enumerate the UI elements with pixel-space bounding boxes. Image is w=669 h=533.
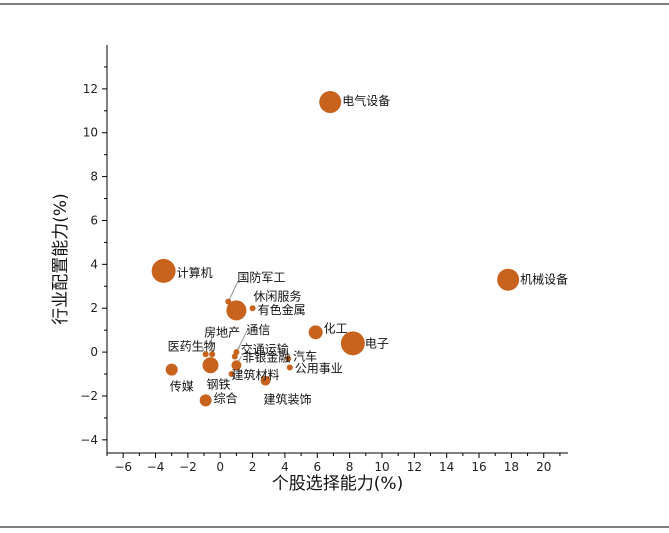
data-label: 综合 <box>214 390 238 405</box>
data-label: 房地产 <box>204 324 240 339</box>
data-label: 钢铁 <box>207 377 231 391</box>
data-point <box>151 258 176 283</box>
x-tick-label: 20 <box>536 460 551 474</box>
data-label: 医药生物 <box>168 339 216 353</box>
data-label: 建筑装饰 <box>264 392 312 407</box>
x-tick-label: 0 <box>216 460 224 474</box>
data-label: 建筑材料 <box>232 367 280 382</box>
y-tick-label: 4 <box>90 257 98 271</box>
x-tick-label: 16 <box>471 460 486 474</box>
data-label: 电子 <box>365 336 389 350</box>
x-tick-label: 12 <box>407 460 422 474</box>
data-label: 通信 <box>246 323 270 337</box>
data-point <box>209 351 216 358</box>
x-tick-label: 6 <box>313 460 321 474</box>
leader-line <box>210 331 213 355</box>
data-label: 公用事业 <box>295 361 343 375</box>
data-label: 有色金属 <box>258 302 306 317</box>
data-point <box>231 353 238 360</box>
data-point <box>260 375 271 386</box>
x-tick-label: −6 <box>114 460 132 474</box>
data-point <box>340 331 365 356</box>
data-point <box>199 394 212 407</box>
x-tick-label: 4 <box>281 460 289 474</box>
data-point <box>226 300 247 321</box>
y-tick-label: −4 <box>80 433 98 447</box>
top-rule <box>0 3 669 5</box>
data-label: 计算机 <box>177 265 213 280</box>
bottom-rule <box>0 526 669 528</box>
leader-line <box>235 327 249 353</box>
data-point <box>319 91 342 114</box>
data-point <box>286 364 293 371</box>
axes: −6 −4 −2 0 2 4 6 8 10 12 14 16 18 20 −4 −2 0 2 4 6 8 10 12 <box>80 45 568 474</box>
data-label: 汽车 <box>293 349 317 364</box>
x-tick-label: 18 <box>504 460 519 474</box>
data-label: 电气设备 <box>342 93 390 108</box>
leader-line <box>227 280 239 302</box>
y-tick-label: 6 <box>90 213 98 227</box>
data-label: 传媒 <box>170 379 194 394</box>
data-point <box>165 363 178 376</box>
data-label: 化工 <box>324 321 348 335</box>
data-point <box>228 371 235 378</box>
data-label: 国防军工 <box>237 270 285 285</box>
x-tick-label: −4 <box>147 460 165 474</box>
y-tick-label: 8 <box>90 170 98 184</box>
y-tick-label: 10 <box>83 126 98 140</box>
x-tick-label: 8 <box>346 460 354 474</box>
data-point <box>202 351 209 358</box>
data-label: 交通运输 <box>241 341 289 356</box>
y-tick-label: 0 <box>90 345 98 359</box>
y-tick-label: 12 <box>83 82 98 96</box>
data-label: 非银金融 <box>242 349 290 364</box>
data-label: 机械设备 <box>520 272 568 287</box>
data-point <box>202 357 219 374</box>
data-point <box>285 355 292 362</box>
y-tick-label: −2 <box>80 389 98 403</box>
x-tick-label: 2 <box>249 460 257 474</box>
x-tick-label: 14 <box>439 460 454 474</box>
data-point <box>249 305 256 312</box>
data-point <box>231 360 242 371</box>
x-tick-label: 10 <box>374 460 389 474</box>
x-axis-title: 个股选择能力(%) <box>272 474 403 494</box>
data-label: 休闲服务 <box>253 288 301 303</box>
data-points <box>151 91 520 407</box>
y-axis-title: 行业配置能力(%) <box>51 193 71 324</box>
y-tick-label: 2 <box>90 301 98 315</box>
data-point <box>308 325 323 340</box>
x-tick-label: −2 <box>179 460 197 474</box>
data-point <box>497 268 520 291</box>
